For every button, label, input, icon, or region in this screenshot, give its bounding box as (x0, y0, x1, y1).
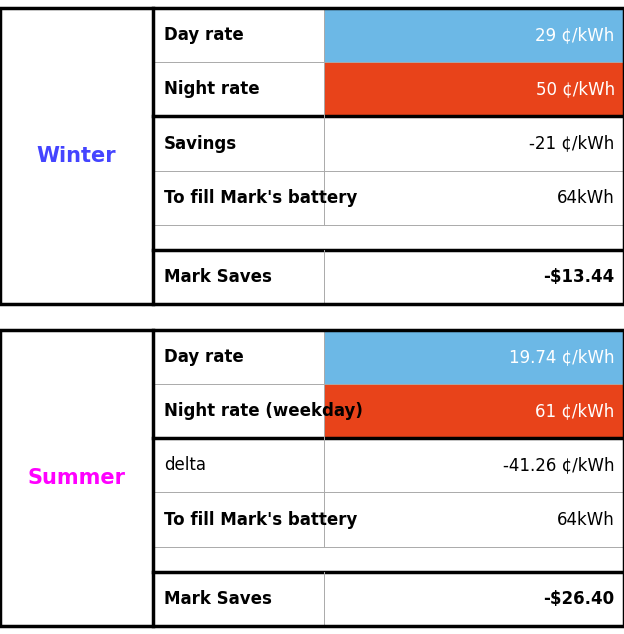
Text: 50 ¢/kWh: 50 ¢/kWh (535, 81, 615, 98)
Bar (0, 8, 624, 304)
Text: To fill Mark's battery: To fill Mark's battery (164, 189, 358, 207)
Text: -$13.44: -$13.44 (544, 268, 615, 287)
Text: Night rate: Night rate (164, 81, 260, 98)
Bar (0, 330, 624, 626)
Text: Mark Saves: Mark Saves (164, 590, 272, 608)
Text: Day rate: Day rate (164, 347, 244, 366)
Text: To fill Mark's battery: To fill Mark's battery (164, 510, 358, 529)
Bar (0, 8, 624, 304)
Text: 19.74 ¢/kWh: 19.74 ¢/kWh (509, 347, 615, 366)
Text: 64kWh: 64kWh (557, 510, 615, 529)
Text: -$26.40: -$26.40 (544, 590, 615, 608)
Text: Mark Saves: Mark Saves (164, 268, 272, 287)
Text: -41.26 ¢/kWh: -41.26 ¢/kWh (503, 456, 615, 474)
Bar (324, 384, 624, 438)
Text: Summer: Summer (27, 468, 125, 488)
Text: -21 ¢/kWh: -21 ¢/kWh (529, 134, 615, 153)
Text: 64kWh: 64kWh (557, 189, 615, 207)
Text: 29 ¢/kWh: 29 ¢/kWh (535, 26, 615, 44)
Bar (324, 330, 624, 384)
Bar (0, 330, 624, 626)
Text: Savings: Savings (164, 134, 237, 153)
Text: Day rate: Day rate (164, 26, 244, 44)
Bar (324, 8, 624, 62)
Text: Winter: Winter (37, 146, 116, 166)
Text: Night rate (weekday): Night rate (weekday) (164, 402, 363, 420)
Text: delta: delta (164, 456, 206, 474)
Text: 61 ¢/kWh: 61 ¢/kWh (535, 402, 615, 420)
Bar (324, 62, 624, 117)
